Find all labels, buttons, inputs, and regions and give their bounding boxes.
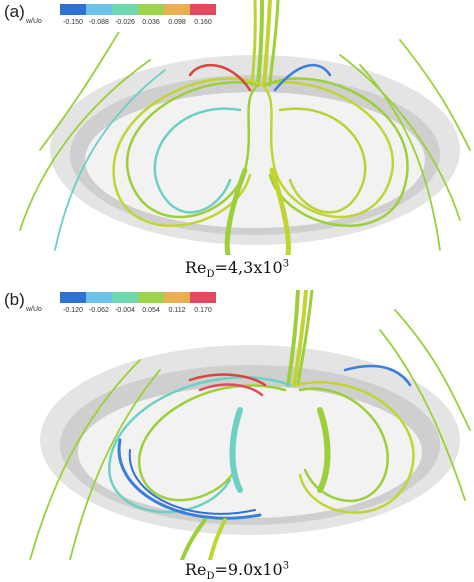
cb-swatch	[138, 4, 164, 15]
cb-swatch	[164, 292, 190, 303]
cb-tick-label: -0.026	[115, 19, 135, 26]
cb-swatch	[190, 292, 216, 303]
panel-b-label: (b)	[4, 290, 25, 309]
panel-a-outer-lines	[19, 29, 471, 251]
cb-tick-label: -0.062	[89, 307, 109, 314]
cb-swatch	[138, 292, 164, 303]
panel-b-plate-floor	[78, 386, 422, 518]
panel-a-plate-floor	[85, 92, 425, 228]
panel-b-streamlines	[29, 290, 471, 560]
cb-tick-label: 0.054	[142, 307, 160, 314]
panel-b-colorbar-swatches	[60, 292, 216, 303]
panel-b-loops	[108, 364, 415, 520]
cb-swatch	[60, 292, 86, 303]
cb-tick-label: -0.088	[89, 19, 109, 26]
panel-a-colorbar-ticks: -0.150 -0.088 -0.026 0.036 0.098 0.160	[60, 19, 216, 26]
cb-swatch	[112, 292, 138, 303]
cb-tick-label: 0.170	[194, 307, 212, 314]
panel-a-colorbar: w/Uo -0.150 -0.088 -0.026 0.036 0.098 0.…	[24, 2, 220, 32]
panel-a-jet	[250, 0, 280, 87]
cb-tick-label: -0.004	[115, 307, 135, 314]
panel-a-streamlines	[19, 0, 471, 255]
cb-tick-label: -0.150	[63, 19, 83, 26]
panel-a-colorbar-swatches	[60, 4, 216, 15]
panel-b-outer-lines	[29, 309, 471, 560]
cb-swatch	[190, 4, 216, 15]
cb-tick-label: -0.120	[63, 307, 83, 314]
cb-swatch	[60, 4, 86, 15]
cb-swatch	[164, 4, 190, 15]
panel-b-jet	[286, 290, 314, 387]
panel-a-loops	[112, 63, 409, 255]
cb-swatch	[112, 4, 138, 15]
panel-a-colorbar-variable: w/Uo	[26, 18, 42, 25]
cb-tick-label: 0.098	[168, 19, 186, 26]
cb-swatch	[86, 4, 112, 15]
cb-swatch	[86, 292, 112, 303]
panel-b-colorbar: w/Uo -0.120 -0.062 -0.004 0.054 0.112 0.…	[24, 290, 220, 320]
panel-b-colorbar-ticks: -0.120 -0.062 -0.004 0.054 0.112 0.170	[60, 307, 216, 314]
cb-tick-label: 0.112	[168, 307, 186, 314]
cb-tick-label: 0.036	[142, 19, 160, 26]
panel-b-caption: ReD=9.0x103	[184, 560, 290, 582]
panel-a-caption: ReD=4,3x103	[184, 258, 290, 281]
panel-a-label: (a)	[4, 2, 25, 21]
panel-b-colorbar-variable: w/Uo	[26, 306, 42, 313]
cb-tick-label: 0.160	[194, 19, 212, 26]
